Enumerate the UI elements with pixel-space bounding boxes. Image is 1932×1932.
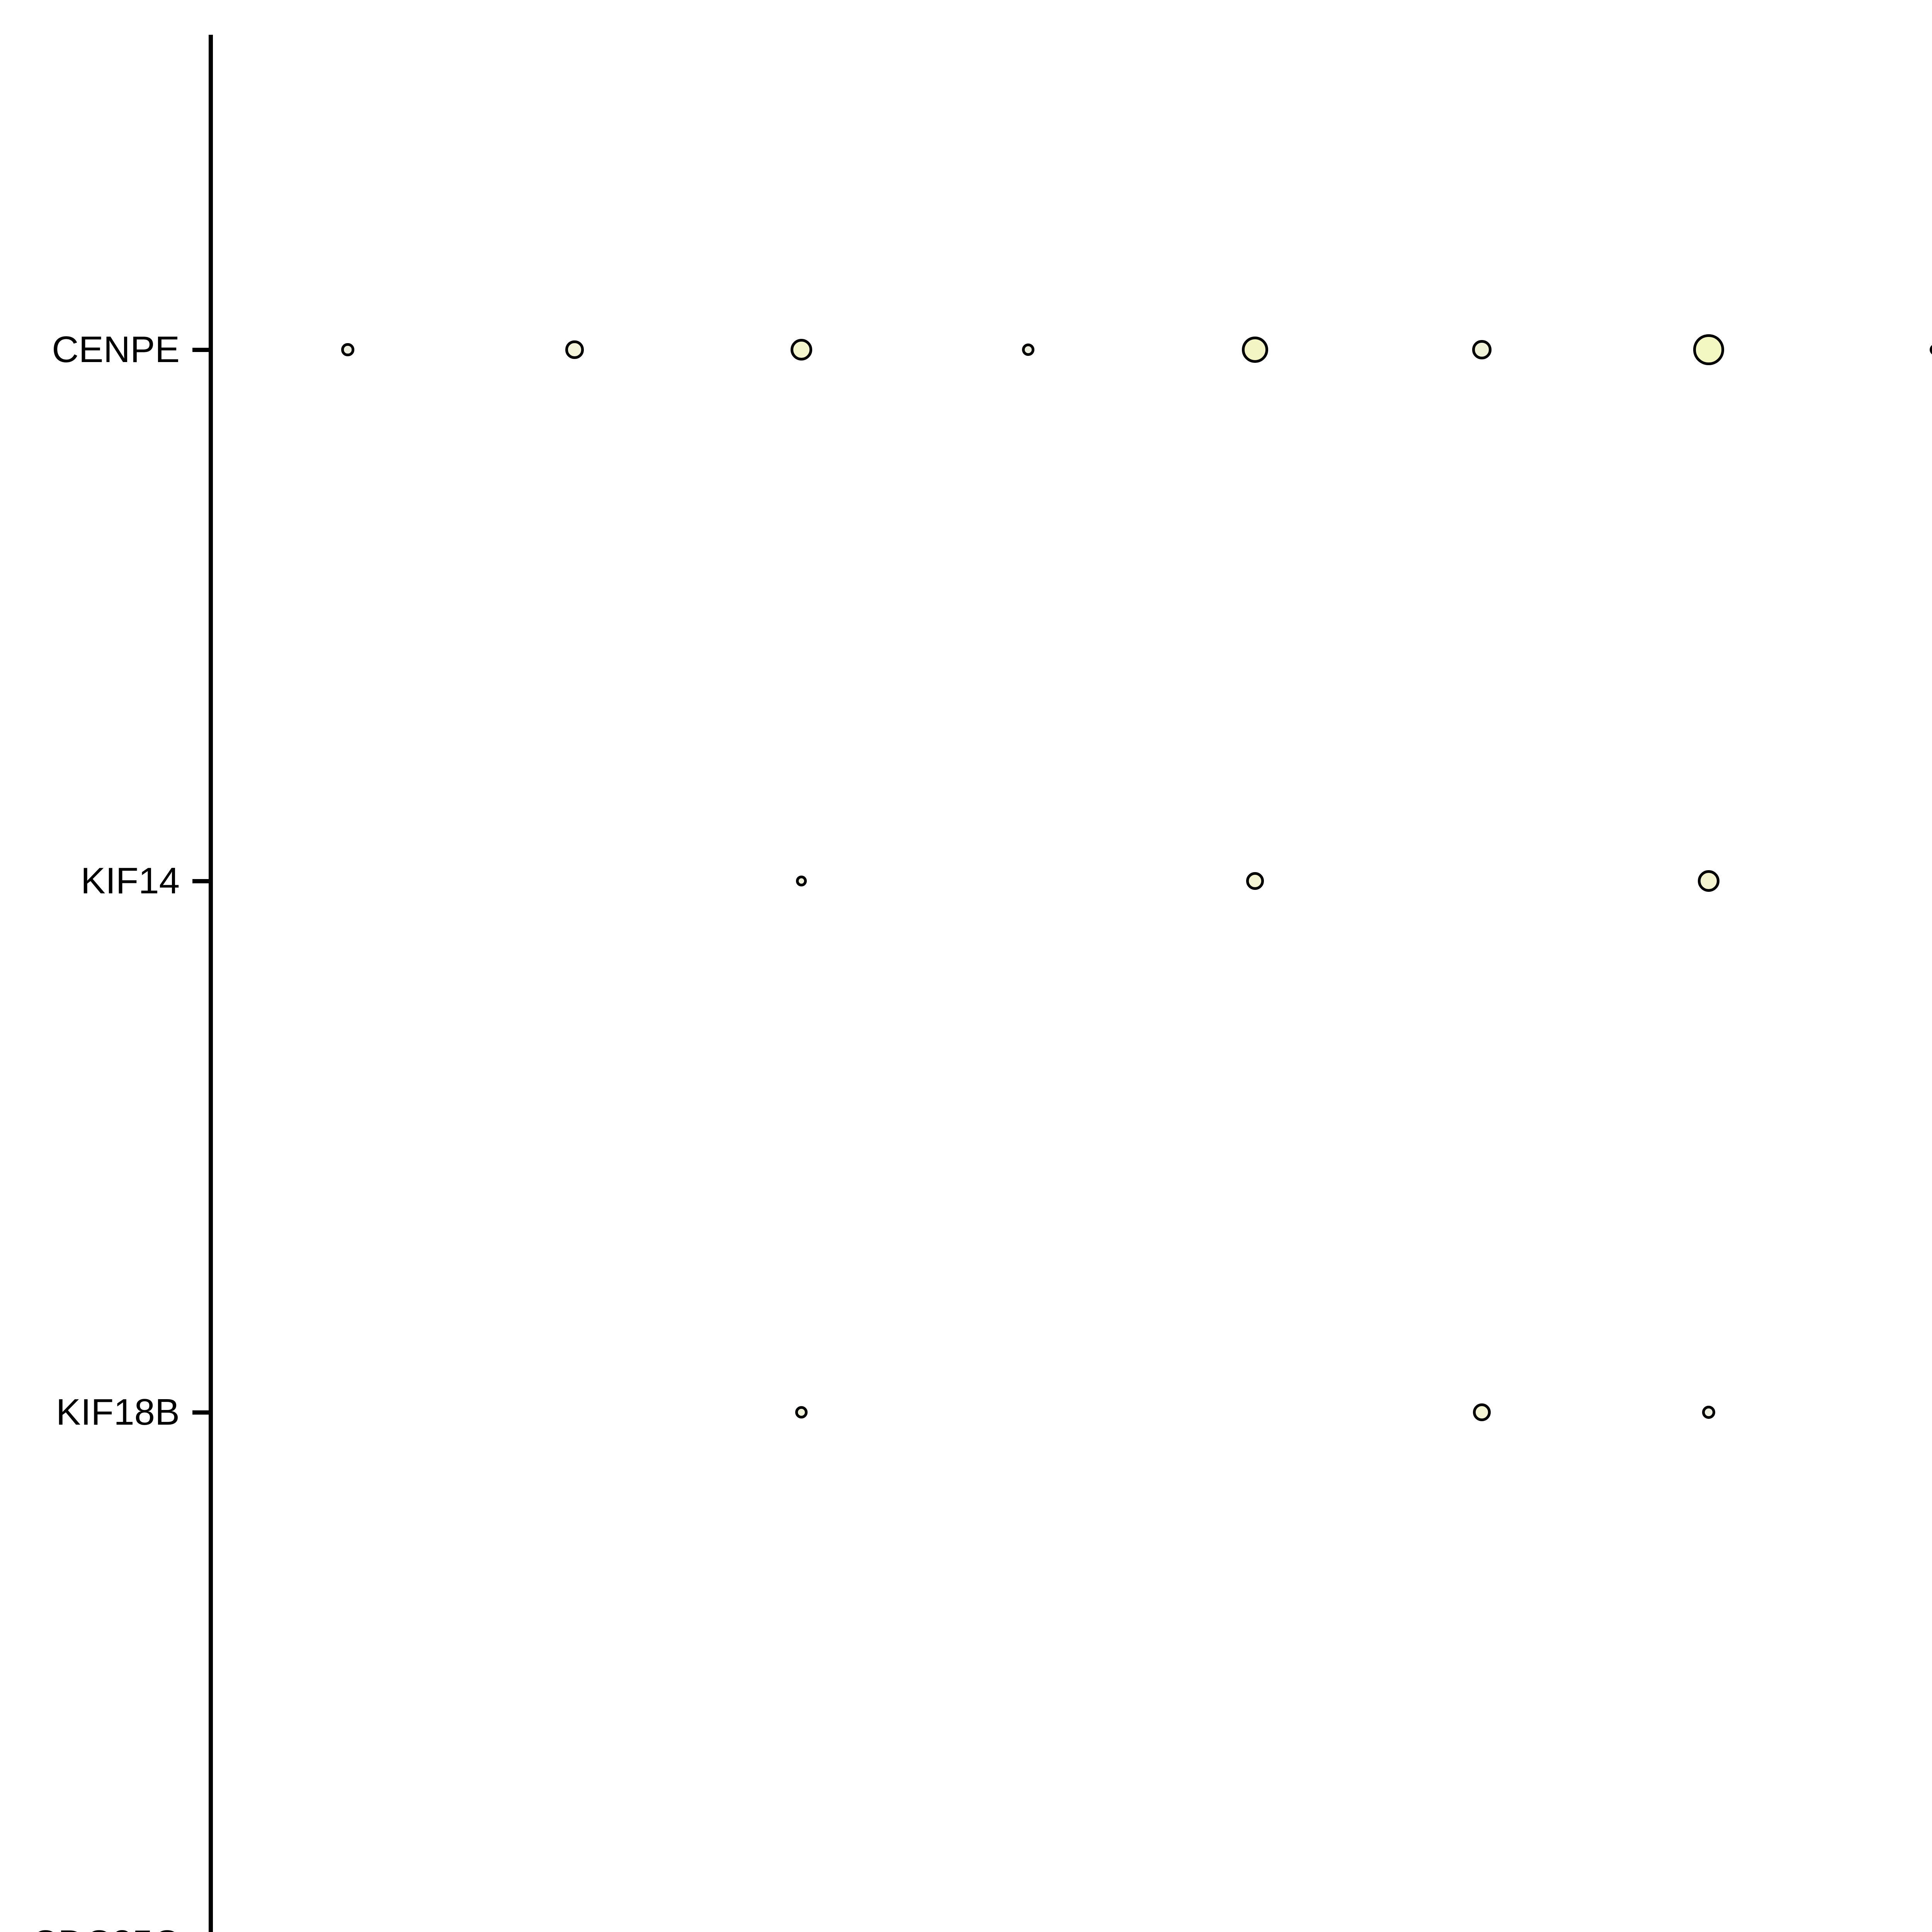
dot-KIF18B-OPC-like <box>1473 1403 1491 1422</box>
dot-CENPE-Unannotated <box>341 343 354 356</box>
dot-KIF14-Immune-like <box>796 876 807 886</box>
y-tick-KIF14 <box>192 879 209 883</box>
dot-CENPE-Hypoxic <box>1022 344 1034 356</box>
dot-CENPE-Mesenchymal-like <box>1242 336 1269 363</box>
gene-label-CENPE: CENPE <box>52 329 180 370</box>
y-tick-CENPE <box>192 348 209 352</box>
dot-KIF14-Mesenchymal-like <box>1246 872 1264 890</box>
dot-CENPE-NPC-like <box>1693 334 1724 365</box>
dot-KIF18B-NPC-like <box>1702 1405 1716 1419</box>
dot-CENPE-Immune-like <box>790 338 813 361</box>
gene-label-CDC25C: CDC25C <box>0 1920 180 1932</box>
dot-KIF14-NPC-like <box>1697 870 1720 892</box>
y-axis-line <box>209 35 213 1932</box>
dot-CENPE-RG-like <box>1929 344 1932 356</box>
gene-label-KIF18B: KIF18B <box>56 1391 180 1433</box>
dot-CENPE-OPC-like <box>1472 340 1492 359</box>
y-tick-KIF18B <box>192 1410 209 1415</box>
dot-KIF18B-Immune-like <box>795 1406 808 1418</box>
dot-CENPE-TME <box>565 340 584 359</box>
gene-label-KIF14: KIF14 <box>80 860 180 901</box>
